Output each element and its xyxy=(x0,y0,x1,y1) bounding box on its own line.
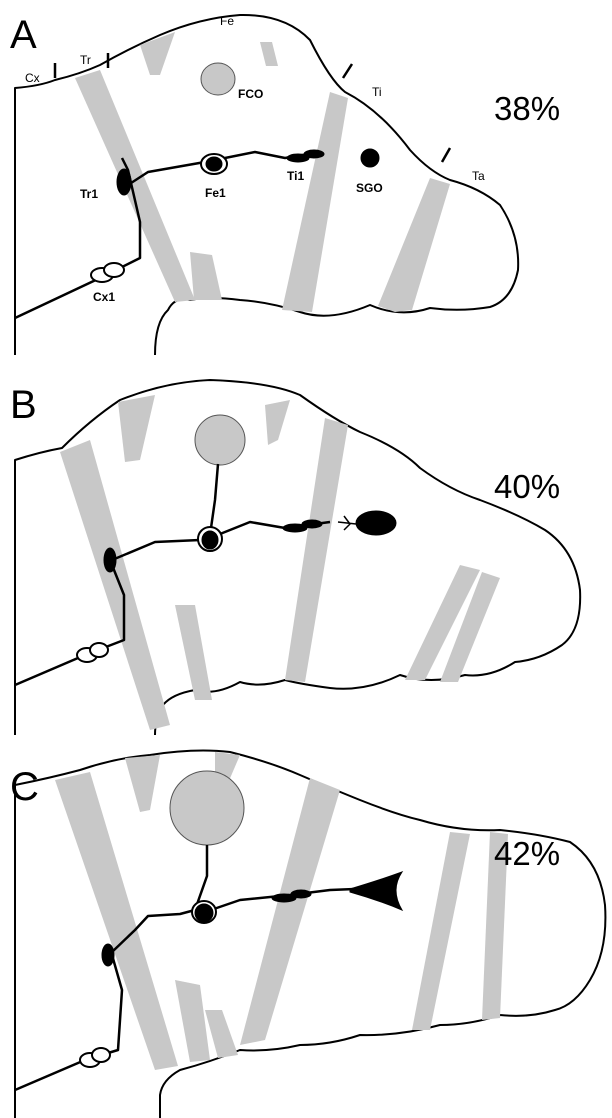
structure-label: SGO xyxy=(356,181,383,195)
structure-label: FCO xyxy=(238,87,263,101)
percent: 42% xyxy=(494,835,560,872)
fco-organ xyxy=(170,771,244,845)
neuron-tr1 xyxy=(117,169,131,195)
fco-organ xyxy=(195,415,245,465)
panel-letter: B xyxy=(10,383,37,427)
neuron-fe1 xyxy=(202,531,218,549)
neuron-ti1 xyxy=(291,890,311,898)
panel-b: B 40% xyxy=(10,380,580,735)
percent: 40% xyxy=(494,468,560,505)
segment-label: Ti xyxy=(372,85,382,99)
neuron-tr1 xyxy=(104,548,116,572)
panel-a: A 38% Cx Tr Fe Ti Ta FCO Tr1 Fe1 Ti1 SGO… xyxy=(10,13,560,355)
segment-label: Tr xyxy=(80,53,91,67)
segment-label: Ta xyxy=(472,169,485,183)
neuron-tr1 xyxy=(102,944,114,966)
neuron-cx1 xyxy=(92,1048,110,1062)
segment-label: Fe xyxy=(220,14,234,28)
panel-letter: A xyxy=(10,13,37,57)
neuron-ti1 xyxy=(304,150,324,158)
neuron-fe1 xyxy=(195,904,213,922)
segment-label: Cx xyxy=(25,71,40,85)
structure-label: Cx1 xyxy=(93,290,115,304)
panel-c: C 42% xyxy=(10,751,605,1118)
sgo-organ xyxy=(361,149,379,167)
fco-organ xyxy=(201,63,235,95)
panel-letter: C xyxy=(10,765,39,809)
structure-label: Ti1 xyxy=(287,169,304,183)
sgo-organ xyxy=(356,511,396,535)
structure-label: Tr1 xyxy=(80,187,98,201)
figure: A 38% Cx Tr Fe Ti Ta FCO Tr1 Fe1 Ti1 SGO… xyxy=(0,0,612,1118)
neuron-ti1 xyxy=(302,520,322,528)
neuron-cx1 xyxy=(90,643,108,657)
structure-label: Fe1 xyxy=(205,186,226,200)
neuron-cx1 xyxy=(104,263,124,277)
percent: 38% xyxy=(494,90,560,127)
neuron-fe1 xyxy=(206,157,222,171)
